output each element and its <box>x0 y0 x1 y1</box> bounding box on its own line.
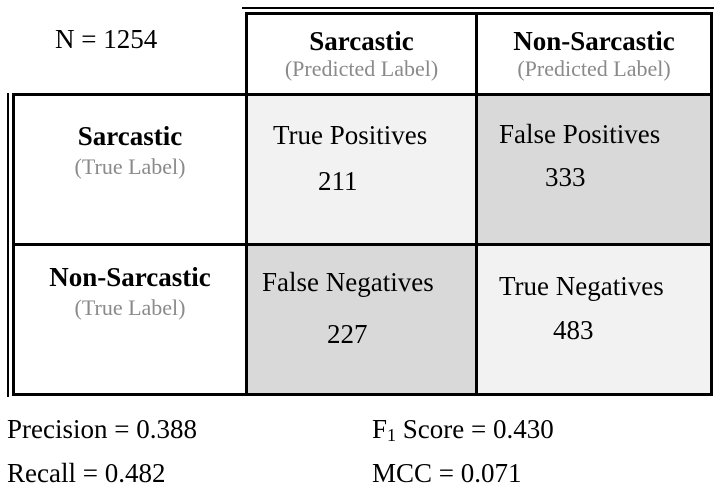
column-header-label: Sarcastic <box>309 26 414 56</box>
top-rule-line <box>242 7 714 9</box>
column-header-sublabel: (Predicted Label) <box>517 56 671 81</box>
recall-metric: Recall = 0.482 <box>7 458 166 488</box>
cell-name: True Negatives <box>499 271 664 301</box>
f1-prefix: F <box>372 414 388 444</box>
cell-true-negatives: True Negatives 483 <box>475 243 713 396</box>
mcc-metric: MCC = 0.071 <box>372 458 522 488</box>
row-header-sublabel: (True Label) <box>74 154 186 179</box>
row-header-label: Non-Sarcastic <box>49 262 211 292</box>
row-header-sublabel: (True Label) <box>74 295 186 320</box>
cell-name: False Positives <box>499 119 661 149</box>
f1-value: Score = 0.430 <box>396 414 554 444</box>
cell-value: 483 <box>553 315 594 345</box>
cell-name: False Negatives <box>262 267 434 297</box>
column-header-label: Non-Sarcastic <box>513 26 675 56</box>
row-header-non-sarcastic: Non-Sarcastic (True Label) <box>12 243 248 396</box>
row-header-label: Sarcastic <box>77 121 183 151</box>
cell-false-negatives: False Negatives 227 <box>245 243 478 396</box>
f1-score-metric: F1 Score = 0.430 <box>372 414 554 446</box>
f1-subscript: 1 <box>387 425 397 445</box>
precision-metric: Precision = 0.388 <box>7 414 197 444</box>
column-header-sarcastic: Sarcastic (Predicted Label) <box>245 12 478 96</box>
cell-false-positives: False Positives 333 <box>475 93 713 246</box>
cell-true-positives: True Positives 211 <box>245 93 478 246</box>
column-header-non-sarcastic: Non-Sarcastic (Predicted Label) <box>475 12 713 96</box>
left-rule-line <box>7 93 9 397</box>
sample-size-label: N = 1254 <box>55 24 158 54</box>
cell-value: 211 <box>318 166 358 196</box>
row-header-sarcastic: Sarcastic (True Label) <box>12 93 248 246</box>
column-header-sublabel: (Predicted Label) <box>284 56 439 81</box>
cell-value: 227 <box>327 319 368 349</box>
cell-name: True Positives <box>273 120 428 150</box>
cell-value: 333 <box>545 162 586 192</box>
